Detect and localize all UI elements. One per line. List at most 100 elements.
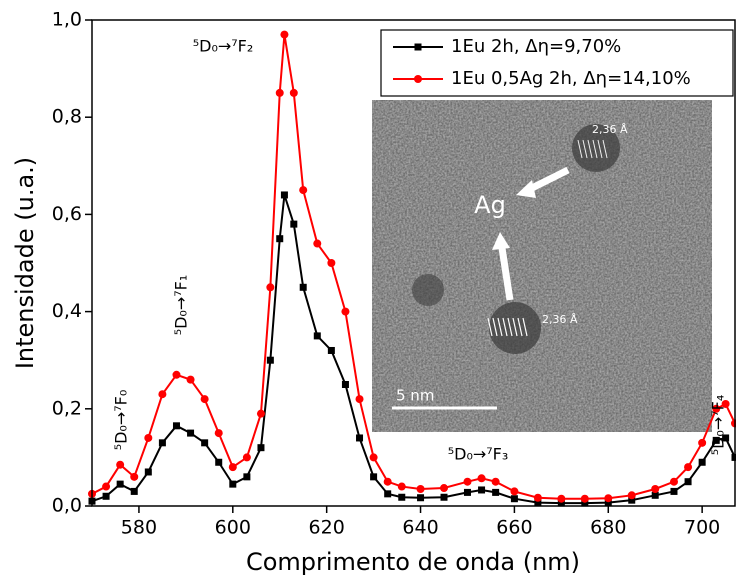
- marker: [722, 434, 730, 442]
- marker: [478, 486, 486, 494]
- marker: [398, 493, 406, 501]
- lattice-fringe: [517, 317, 523, 337]
- annotation: ⁵D₀→⁷F₁: [172, 275, 191, 336]
- legend-box: [380, 29, 734, 97]
- marker: [557, 494, 566, 503]
- lattice-fringe: [597, 139, 603, 159]
- inset-grain: [372, 100, 712, 432]
- marker: [670, 487, 678, 495]
- marker: [383, 477, 392, 486]
- marker: [257, 444, 265, 452]
- legend-label: 1Eu 2h, Δη=9,70%: [451, 36, 621, 57]
- marker: [397, 482, 406, 491]
- lattice-fringe: [492, 317, 498, 337]
- marker: [604, 499, 612, 507]
- marker: [684, 478, 692, 486]
- legend-marker: [414, 75, 422, 83]
- marker: [370, 473, 378, 481]
- marker: [491, 477, 500, 486]
- marker: [355, 395, 364, 404]
- marker: [651, 484, 660, 493]
- marker: [215, 458, 223, 466]
- lattice-fringe: [592, 139, 598, 159]
- marker: [463, 477, 472, 486]
- arrow-head: [516, 180, 536, 198]
- y-tick-label: 0,2: [52, 397, 82, 419]
- plot-frame: [91, 19, 736, 507]
- x-axis-title: Comprimento de onda (nm): [246, 548, 580, 576]
- marker: [313, 332, 321, 340]
- marker: [102, 492, 110, 500]
- marker: [280, 191, 288, 199]
- arrow: [526, 166, 570, 194]
- x-tick-label: 580: [121, 517, 157, 539]
- x-tick-label: 660: [496, 517, 532, 539]
- marker: [440, 484, 449, 493]
- marker: [534, 499, 542, 507]
- marker: [116, 460, 125, 469]
- marker: [187, 429, 195, 437]
- marker: [604, 494, 613, 503]
- x-tick-label: 640: [402, 517, 438, 539]
- arrow-head: [492, 232, 510, 250]
- marker: [712, 404, 721, 413]
- legend-label: 1Eu 0,5Ag 2h, Δη=14,10%: [451, 68, 691, 89]
- marker: [341, 307, 350, 316]
- marker: [327, 259, 336, 267]
- lattice-fringe: [602, 139, 608, 159]
- marker: [102, 482, 111, 491]
- lattice-fringe: [507, 317, 513, 337]
- x-tick-label: 600: [215, 517, 251, 539]
- marker: [144, 433, 153, 442]
- marker: [477, 474, 486, 483]
- marker: [440, 493, 448, 501]
- annotation: ⁵D₀→⁷F₂: [193, 37, 254, 56]
- marker: [130, 472, 139, 481]
- marker: [158, 439, 166, 447]
- marker: [417, 494, 425, 502]
- marker: [721, 399, 730, 408]
- marker: [356, 434, 364, 442]
- marker: [214, 429, 223, 438]
- marker: [416, 484, 425, 493]
- y-tick-label: 0,4: [52, 300, 82, 322]
- marker: [492, 488, 500, 496]
- marker: [581, 499, 589, 507]
- particle: [412, 274, 444, 306]
- marker: [242, 453, 251, 462]
- x-tick-label: 700: [684, 517, 720, 539]
- inset-label: 2,36 Å: [542, 313, 578, 326]
- marker: [313, 239, 322, 248]
- lattice-fringe: [582, 139, 588, 159]
- lattice-fringe: [577, 139, 583, 159]
- lattice-fringe: [497, 317, 503, 337]
- marker: [144, 468, 152, 476]
- marker: [698, 438, 707, 447]
- marker: [289, 88, 298, 97]
- marker: [280, 30, 289, 39]
- marker: [669, 477, 678, 486]
- lattice-fringe: [522, 317, 528, 337]
- marker: [130, 487, 138, 495]
- annotation: ⁵D₀→⁷F₃: [448, 445, 509, 464]
- marker: [299, 283, 307, 291]
- marker: [651, 491, 659, 499]
- y-tick-label: 0,0: [52, 495, 82, 517]
- annotation: ⁵D₀→⁷F₄: [709, 395, 728, 456]
- y-tick-label: 1,0: [52, 9, 82, 31]
- marker: [627, 491, 636, 500]
- marker: [384, 490, 392, 498]
- legend-marker: [414, 43, 422, 51]
- y-axis-title: Intensidade (u.a.): [11, 157, 39, 369]
- lattice-fringe: [487, 317, 493, 337]
- arrow: [498, 247, 514, 301]
- marker: [510, 495, 518, 503]
- annotation: ⁵D₀→⁷F₀: [112, 390, 131, 451]
- x-tick-label: 680: [590, 517, 626, 539]
- marker: [276, 235, 284, 243]
- particle: [572, 124, 620, 172]
- marker: [341, 381, 349, 388]
- marker: [463, 488, 471, 496]
- marker: [327, 346, 335, 354]
